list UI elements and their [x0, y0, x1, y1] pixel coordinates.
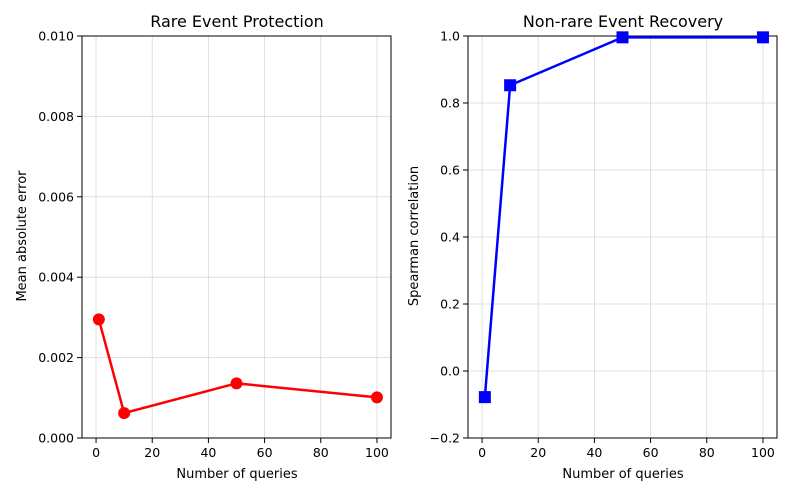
chart-non-rare-event-recovery: Non-rare Event Recovery Number of querie… [407, 12, 778, 482]
data-point-marker [230, 377, 243, 390]
y-tick-label: 0.010 [38, 29, 74, 44]
data-point-marker [118, 407, 131, 420]
y-tick-label: −0.2 [430, 431, 460, 446]
x-tick-label: 0 [478, 445, 486, 460]
y-tick-label: 0.004 [38, 270, 74, 285]
x-tick-label: 40 [586, 445, 602, 460]
x-axis-label: Number of queries [562, 467, 683, 482]
data-point-marker [756, 31, 769, 44]
x-tick-label: 20 [530, 445, 546, 460]
x-tick-label: 80 [699, 445, 715, 460]
plot-area [81, 35, 392, 439]
y-axis-label: Spearman correlation [407, 166, 422, 306]
data-point-marker [504, 79, 517, 92]
x-tick-label: 100 [751, 445, 775, 460]
data-point-marker [92, 313, 105, 326]
y-tick-label: 0.2 [440, 297, 460, 312]
x-tick-label: 60 [257, 445, 273, 460]
chart-title: Rare Event Protection [150, 12, 324, 31]
y-tick-label: 0.008 [38, 109, 74, 124]
y-tick-label: 0.4 [440, 230, 460, 245]
x-axis-label: Number of queries [176, 467, 297, 482]
x-tick-label: 20 [144, 445, 160, 460]
x-tick-label: 40 [200, 445, 216, 460]
x-tick-label: 100 [365, 445, 389, 460]
y-tick-label: 0.8 [440, 96, 460, 111]
y-tick-label: 0.6 [440, 163, 460, 178]
y-tick-label: 0.002 [38, 350, 74, 365]
data-point-marker [370, 391, 383, 404]
y-tick-label: 0.000 [38, 431, 74, 446]
data-point-marker [616, 31, 629, 44]
x-tick-label: 60 [643, 445, 659, 460]
series-line [97, 319, 378, 415]
x-tick-label: 0 [92, 445, 100, 460]
y-axis-label: Mean absolute error [15, 170, 30, 302]
data-point-marker [478, 391, 491, 404]
y-tick-label: 0.006 [38, 189, 74, 204]
series-line [483, 36, 763, 398]
chart-rare-event-protection: Rare Event Protection Number of queries … [15, 12, 392, 482]
chart-title: Non-rare Event Recovery [523, 12, 723, 31]
x-tick-label: 80 [313, 445, 329, 460]
y-tick-label: 0.0 [440, 364, 460, 379]
y-tick-label: 1.0 [440, 29, 460, 44]
